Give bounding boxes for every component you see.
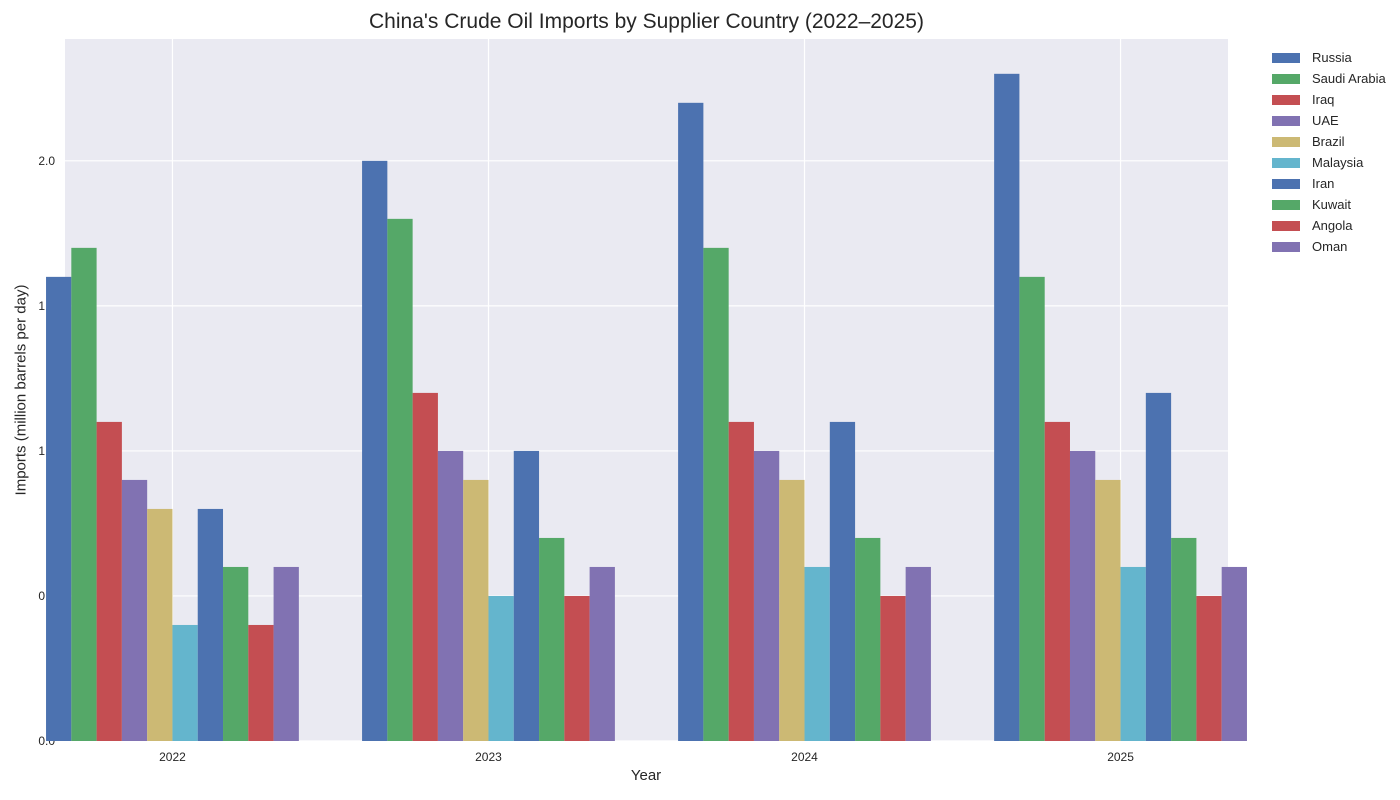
bar-saudi-arabia: [71, 247, 97, 741]
legend-swatch: [1272, 221, 1300, 231]
chart-title: China's Crude Oil Imports by Supplier Co…: [369, 10, 924, 33]
bar-angola: [880, 595, 906, 741]
bar-brazil: [779, 479, 805, 741]
legend-label: Iran: [1312, 176, 1335, 191]
bar-angola: [1196, 595, 1222, 741]
bar-malaysia: [804, 566, 830, 741]
bar-brazil: [463, 479, 489, 741]
legend-swatch: [1272, 116, 1300, 126]
bar-iran: [1145, 392, 1172, 741]
x-axis-label: Year: [630, 767, 662, 784]
bar-malaysia: [488, 595, 514, 741]
bar-saudi-arabia: [703, 247, 729, 741]
legend-swatch: [1272, 95, 1300, 105]
legend-label: Iraq: [1312, 92, 1335, 107]
x-tick-label: 2025: [1107, 750, 1134, 764]
bar-iraq: [1044, 421, 1070, 741]
bar-iran: [197, 508, 224, 741]
bar-angola: [248, 624, 274, 741]
bar-brazil: [147, 508, 173, 741]
bar-iraq: [96, 421, 122, 741]
legend-swatch: [1272, 74, 1300, 84]
bar-angola: [564, 595, 590, 741]
bar-iraq: [412, 392, 438, 741]
legend-label: Brazil: [1312, 134, 1345, 149]
bar-iraq: [728, 421, 754, 741]
y-axis-label: Imports (million barrels per day): [12, 284, 30, 496]
bar-malaysia: [1120, 566, 1146, 741]
bar-russia: [678, 102, 704, 742]
bar-brazil: [1095, 479, 1121, 741]
bar-uae: [1069, 450, 1096, 741]
x-tick-label: 2023: [475, 750, 502, 764]
bar-saudi-arabia: [387, 218, 413, 741]
bar-kuwait: [223, 566, 249, 741]
x-tick-label: 2022: [159, 750, 186, 764]
legend-label: Oman: [1312, 239, 1348, 254]
legend-label: Saudi Arabia: [1312, 71, 1386, 86]
bar-iran: [829, 421, 856, 741]
bar-kuwait: [1171, 537, 1197, 741]
bar-malaysia: [172, 624, 198, 741]
legend-label: Russia: [1312, 50, 1352, 65]
bar-uae: [121, 479, 148, 741]
legend-swatch: [1272, 242, 1300, 252]
bar-oman: [905, 566, 931, 741]
legend-label: Kuwait: [1312, 197, 1352, 212]
legend-label: Angola: [1312, 218, 1353, 233]
legend-swatch: [1272, 200, 1300, 210]
bar-kuwait: [539, 537, 565, 741]
legend-swatch: [1272, 179, 1300, 189]
bar-kuwait: [855, 537, 881, 741]
bar-russia: [362, 160, 388, 741]
legend-swatch: [1272, 53, 1300, 63]
bar-oman: [589, 566, 615, 741]
bar-russia: [994, 73, 1020, 741]
x-tick-label: 2024: [791, 750, 818, 764]
legend-label: Malaysia: [1312, 155, 1364, 170]
bar-uae: [753, 450, 780, 741]
bar-oman: [1221, 566, 1247, 741]
bar-russia: [46, 276, 72, 741]
legend-swatch: [1272, 137, 1300, 147]
legend-label: UAE: [1312, 113, 1339, 128]
bar-iran: [513, 450, 540, 741]
y-tick-label: 2.0: [38, 154, 55, 168]
bar-oman: [273, 566, 299, 741]
bar-uae: [437, 450, 464, 741]
bar-saudi-arabia: [1019, 276, 1045, 741]
legend-swatch: [1272, 158, 1300, 168]
